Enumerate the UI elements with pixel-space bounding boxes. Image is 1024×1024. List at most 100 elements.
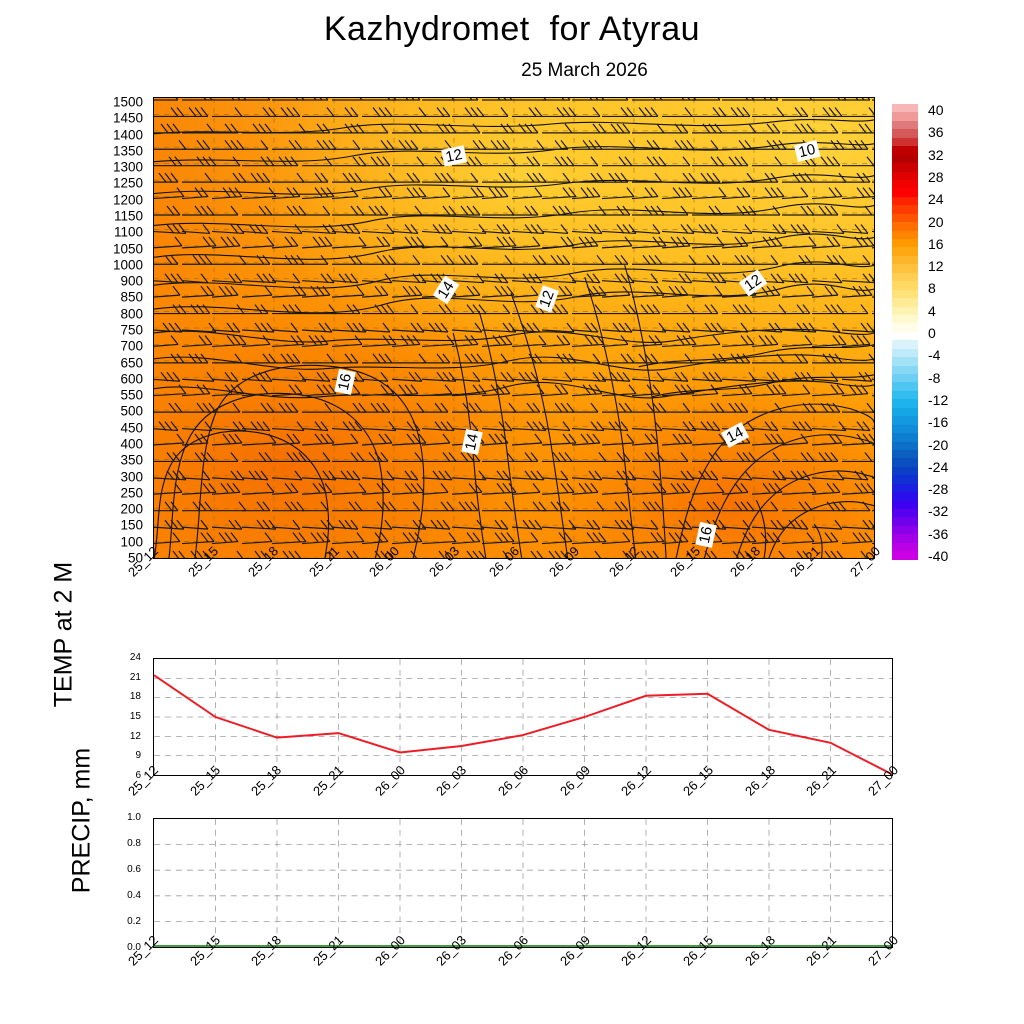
colorbar-swatch [892,213,918,223]
colorbar-tick: 4 [928,302,936,319]
colorbar-swatch [892,104,918,113]
cross-section-y-tick: 50 [127,550,143,566]
cross-section-y-tick: 400 [120,436,143,452]
colorbar-swatch [892,492,918,501]
colorbar-tick: 40 [928,102,944,118]
colorbar-swatch [892,509,918,518]
cross-section-y-tick: 850 [120,289,143,305]
temp-panel-y-tick: 6 [135,770,141,781]
colorbar-tick: -8 [928,369,941,386]
colorbar-swatch [892,441,918,450]
precip-panel-y-axis: 0.0 0.2 0.4 0.6 0.8 1.0 [0,813,149,953]
colorbar-tick: -28 [928,481,949,498]
temp-panel-y-tick: 21 [129,671,141,683]
cross-section-x-axis: 25_12 25_15 25_18 25_21 26_00 26_03 26_06 26_09… [125,543,893,623]
colorbar-swatch [892,416,918,425]
contour-label: 14 [460,429,483,456]
contour-label: 10 [794,140,821,163]
cross-section-y-tick: 1050 [112,240,143,256]
colorbar-swatch [892,407,918,417]
cross-section-y-tick: 1300 [112,159,143,175]
temp-panel-y-tick: 24 [129,652,141,663]
cross-section-y-tick: 1400 [112,126,143,142]
precip-panel-y-tick: 0.4 [127,890,141,901]
colorbar-swatch [892,525,918,535]
colorbar-tick: -12 [928,391,949,408]
cross-section-canvas [154,98,874,558]
colorbar-swatch [892,289,918,299]
cross-section-y-tick: 1100 [113,224,143,240]
colorbar-tick: 0 [928,325,936,341]
colorbar-swatch [892,542,918,552]
cross-section-y-tick: 750 [120,322,143,338]
colorbar-tick: 8 [928,280,936,297]
colorbar-tick: 32 [928,146,944,163]
colorbar-swatch [892,163,918,172]
colorbar-tick: -4 [928,347,941,364]
cross-section-y-tick: 1500 [112,94,143,110]
page-subtitle-date: 25 March 2026 [521,60,648,81]
contour-label-layer: 12 10 14 12 12 16 14 14 16 [154,98,874,558]
colorbar-swatch [892,331,918,341]
temp-panel-y-tick: 18 [129,691,141,703]
contour-label: 16 [695,521,718,548]
temp-panel-y-tick: 9 [135,750,141,762]
colorbar-swatch [892,247,918,256]
temp-panel-y-axis: 6 9 12 15 18 21 24 [0,653,149,781]
colorbar-tick: 20 [928,213,944,230]
temp-chart-canvas [154,659,892,775]
colorbar-swatch [892,382,918,391]
colorbar-swatch [892,399,918,408]
colorbar-swatch [892,466,918,476]
temp-panel-y-tick: 15 [129,711,141,722]
cross-section-y-tick: 800 [120,305,143,321]
colorbar-swatch [892,264,918,273]
colorbar-swatch [892,120,918,130]
colorbar-tick: 28 [928,168,944,185]
colorbar-swatch [892,154,918,164]
colorbar-swatch [892,534,918,543]
colorbar-swatch [892,306,918,315]
cross-section-y-tick: 700 [120,338,143,354]
precip-panel-x-axis: 25_12 25_15 25_18 25_21 26_00 26_03 26_06 26_09… [125,932,901,1002]
cross-section-y-tick: 350 [120,452,143,468]
cross-section-y-tick: 150 [120,517,143,533]
colorbar-swatch [892,222,918,231]
colorbar-tick: -24 [928,458,949,475]
colorbar-swatch [892,424,918,434]
colorbar-swatch [892,475,918,484]
cross-section-y-tick: 1000 [112,257,143,273]
precip-panel-y-tick: 1.0 [127,812,141,823]
temp-panel-plot [153,658,893,776]
colorbar-swatch [892,340,918,349]
contour-label: 12 [535,285,560,313]
contour-label: 14 [721,422,750,449]
precip-panel-y-tick: 0.6 [127,864,141,875]
colorbar-swatch [892,357,918,366]
contour-label: 12 [739,269,768,297]
temp-series-line [154,674,892,775]
cross-section-y-tick: 650 [120,354,143,370]
colorbar-tick-labels: 40 36 32 28 24 20 16 12 8 4 0 -4 -8 -12 -16 -20 -24 -28 -3… [922,102,1002,563]
colorbar-swatch [892,314,918,324]
colorbar-swatch [892,196,918,206]
contour-label: 16 [334,369,357,395]
colorbar-swatch [892,483,918,493]
colorbar-tick: -32 [928,503,949,520]
cross-section-y-tick: 1250 [112,175,143,191]
precip-chart-canvas [154,819,892,947]
colorbar-swatch [892,239,918,248]
colorbar-swatch [892,348,918,358]
colorbar-tick: -16 [928,414,949,431]
cross-section-plot: 12 10 14 12 12 16 14 14 16 [153,97,875,559]
cross-section-y-tick: 250 [120,485,143,501]
colorbar-tick: 16 [928,235,944,252]
colorbar-tick: -36 [928,525,949,542]
cross-section-y-tick: 1150 [113,208,143,224]
page-title: Kazhydromet for Atyrau [323,10,701,48]
colorbar-swatch [892,551,918,560]
cross-section-y-tick: 1450 [112,110,143,126]
precip-panel-y-tick: 0.8 [127,838,141,849]
colorbar-swatch [892,458,918,467]
contour-label: 14 [433,275,460,304]
